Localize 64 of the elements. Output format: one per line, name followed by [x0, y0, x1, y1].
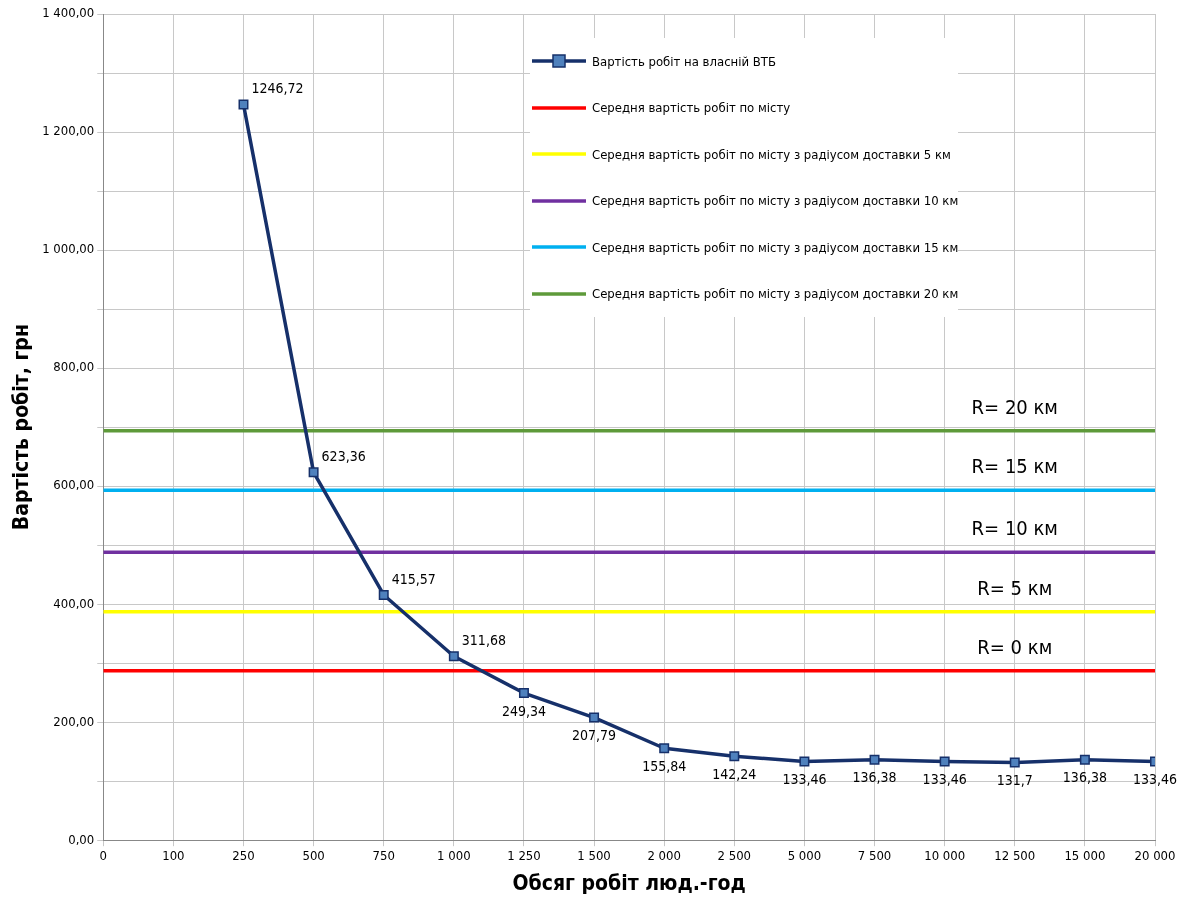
data-label: 133,46 — [1132, 771, 1178, 788]
data-label: 133,46 — [922, 771, 967, 788]
x-tick-label: 1 500 — [577, 848, 611, 864]
data-label: 415,57 — [391, 570, 436, 587]
x-tick-label: 15 000 — [1064, 848, 1106, 864]
annotation: R= 5 км — [977, 576, 1053, 601]
x-axis-title: Обсяг робіт люд.-год — [512, 870, 746, 895]
x-tick-label: 1 250 — [507, 848, 541, 864]
data-label: 155,84 — [642, 757, 687, 774]
x-tick-label: 12 500 — [994, 848, 1036, 864]
data-label: 623,36 — [321, 447, 366, 464]
x-tick-label: 10 000 — [924, 848, 966, 864]
data-label: 136,38 — [852, 769, 897, 786]
x-tick-label: 500 — [302, 848, 325, 864]
data-label: 1246,72 — [251, 80, 304, 97]
annotation: R= 20 км — [971, 394, 1058, 419]
y-tick-label: 600,00 — [53, 477, 95, 493]
y-tick-label: 0,00 — [68, 831, 95, 847]
legend-label: Середня вартість робіт по місту з радіусом доставки 20 км — [592, 286, 959, 302]
data-label: 311,68 — [461, 631, 506, 648]
point — [238, 99, 249, 110]
data-label: 142,24 — [712, 765, 757, 782]
y-tick-label: 1 400,00 — [42, 5, 95, 21]
y-tick-label: 400,00 — [53, 595, 95, 611]
point — [659, 743, 670, 754]
data-label: 136,38 — [1062, 769, 1107, 786]
y-tick-label: 200,00 — [53, 713, 95, 729]
annotation: R= 15 км — [971, 454, 1058, 479]
x-tick-label: 5 000 — [787, 848, 822, 864]
x-tick-label: 100 — [162, 848, 185, 864]
annotation: R= 0 км — [977, 635, 1053, 660]
annotation: R= 10 км — [971, 516, 1058, 541]
legend-label: Вартість робіт на власній ВТБ — [592, 53, 776, 69]
y-tick-label: 1 000,00 — [42, 241, 95, 257]
data-label: 133,46 — [782, 771, 827, 788]
y-axis-title: Вартість робіт, грн — [9, 324, 34, 531]
point — [1009, 757, 1020, 768]
x-tick-label: 20 000 — [1134, 848, 1176, 864]
point — [378, 589, 389, 600]
point — [448, 651, 459, 662]
y-tick-label: 800,00 — [53, 359, 95, 375]
x-tick-label: 2 000 — [647, 848, 681, 864]
point — [308, 467, 319, 478]
y-tick-label: 1 200,00 — [42, 123, 95, 139]
point — [799, 756, 810, 767]
point — [939, 756, 950, 767]
point — [1079, 754, 1090, 765]
legend-label: Середня вартість робіт по місту з радіусом доставки 10 км — [592, 193, 959, 209]
point — [729, 751, 740, 762]
x-tick-label: 0 — [99, 848, 107, 864]
data-label: 249,34 — [501, 702, 546, 719]
point — [589, 712, 600, 723]
legend-label: Середня вартість робіт по місту — [592, 100, 791, 116]
data-label: 207,79 — [572, 727, 617, 744]
x-tick-label: 2 500 — [717, 848, 752, 864]
data-label: 131,7 — [996, 772, 1033, 789]
x-tick-label: 7 500 — [857, 848, 892, 864]
legend-label: Середня вартість робіт по місту з радіусом доставки 15 км — [592, 239, 959, 255]
point — [518, 688, 529, 699]
x-tick-label: 250 — [232, 848, 255, 864]
legend-label: Середня вартість робіт по місту з радіусом доставки 5 км — [592, 146, 951, 162]
x-tick-label: 1 000 — [437, 848, 471, 864]
point — [869, 754, 880, 765]
x-tick-label: 750 — [372, 848, 395, 864]
